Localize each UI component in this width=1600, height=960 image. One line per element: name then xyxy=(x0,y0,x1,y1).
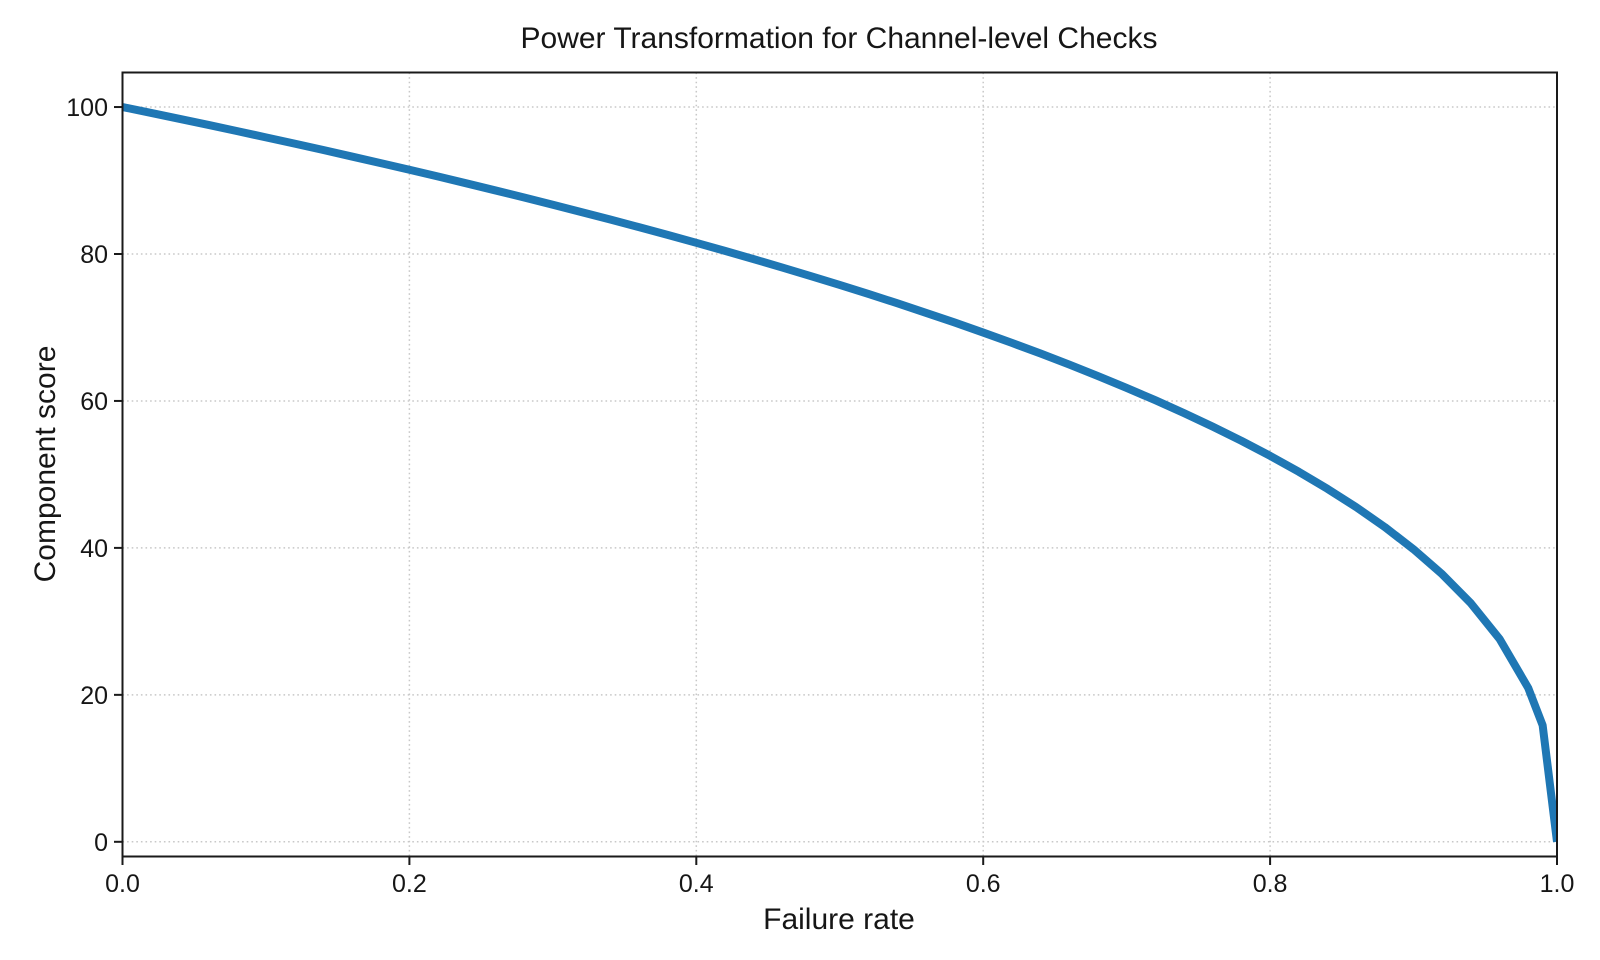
plot-border xyxy=(121,71,1558,858)
x-axis-label: Failure rate xyxy=(763,903,915,936)
y-tick-label: 0 xyxy=(94,829,108,857)
y-axis-label: Component score xyxy=(29,346,62,583)
x-tick-label: 0.2 xyxy=(392,870,427,898)
y-tick-label: 60 xyxy=(80,388,108,416)
score-curve xyxy=(122,103,1557,843)
x-tick-label: 1.0 xyxy=(1540,870,1575,898)
axis-ticks xyxy=(114,106,1558,865)
x-tick-label: 0.0 xyxy=(105,870,140,898)
chart-title: Power Transformation for Channel-level C… xyxy=(521,22,1158,55)
x-tick-label: 0.4 xyxy=(679,870,714,898)
x-tick-label: 0.8 xyxy=(1253,870,1288,898)
tick-labels: 0.0 0.2 0.4 0.6 0.8 1.0 0 20 40 60 80 100 xyxy=(66,94,1574,898)
gridlines xyxy=(121,72,1558,857)
y-tick-label: 40 xyxy=(80,535,108,563)
x-tick-label: 0.6 xyxy=(966,870,1001,898)
y-tick-label: 100 xyxy=(66,94,108,122)
y-tick-label: 20 xyxy=(80,682,108,710)
curve-layer xyxy=(122,103,1557,843)
y-tick-label: 80 xyxy=(80,241,108,269)
